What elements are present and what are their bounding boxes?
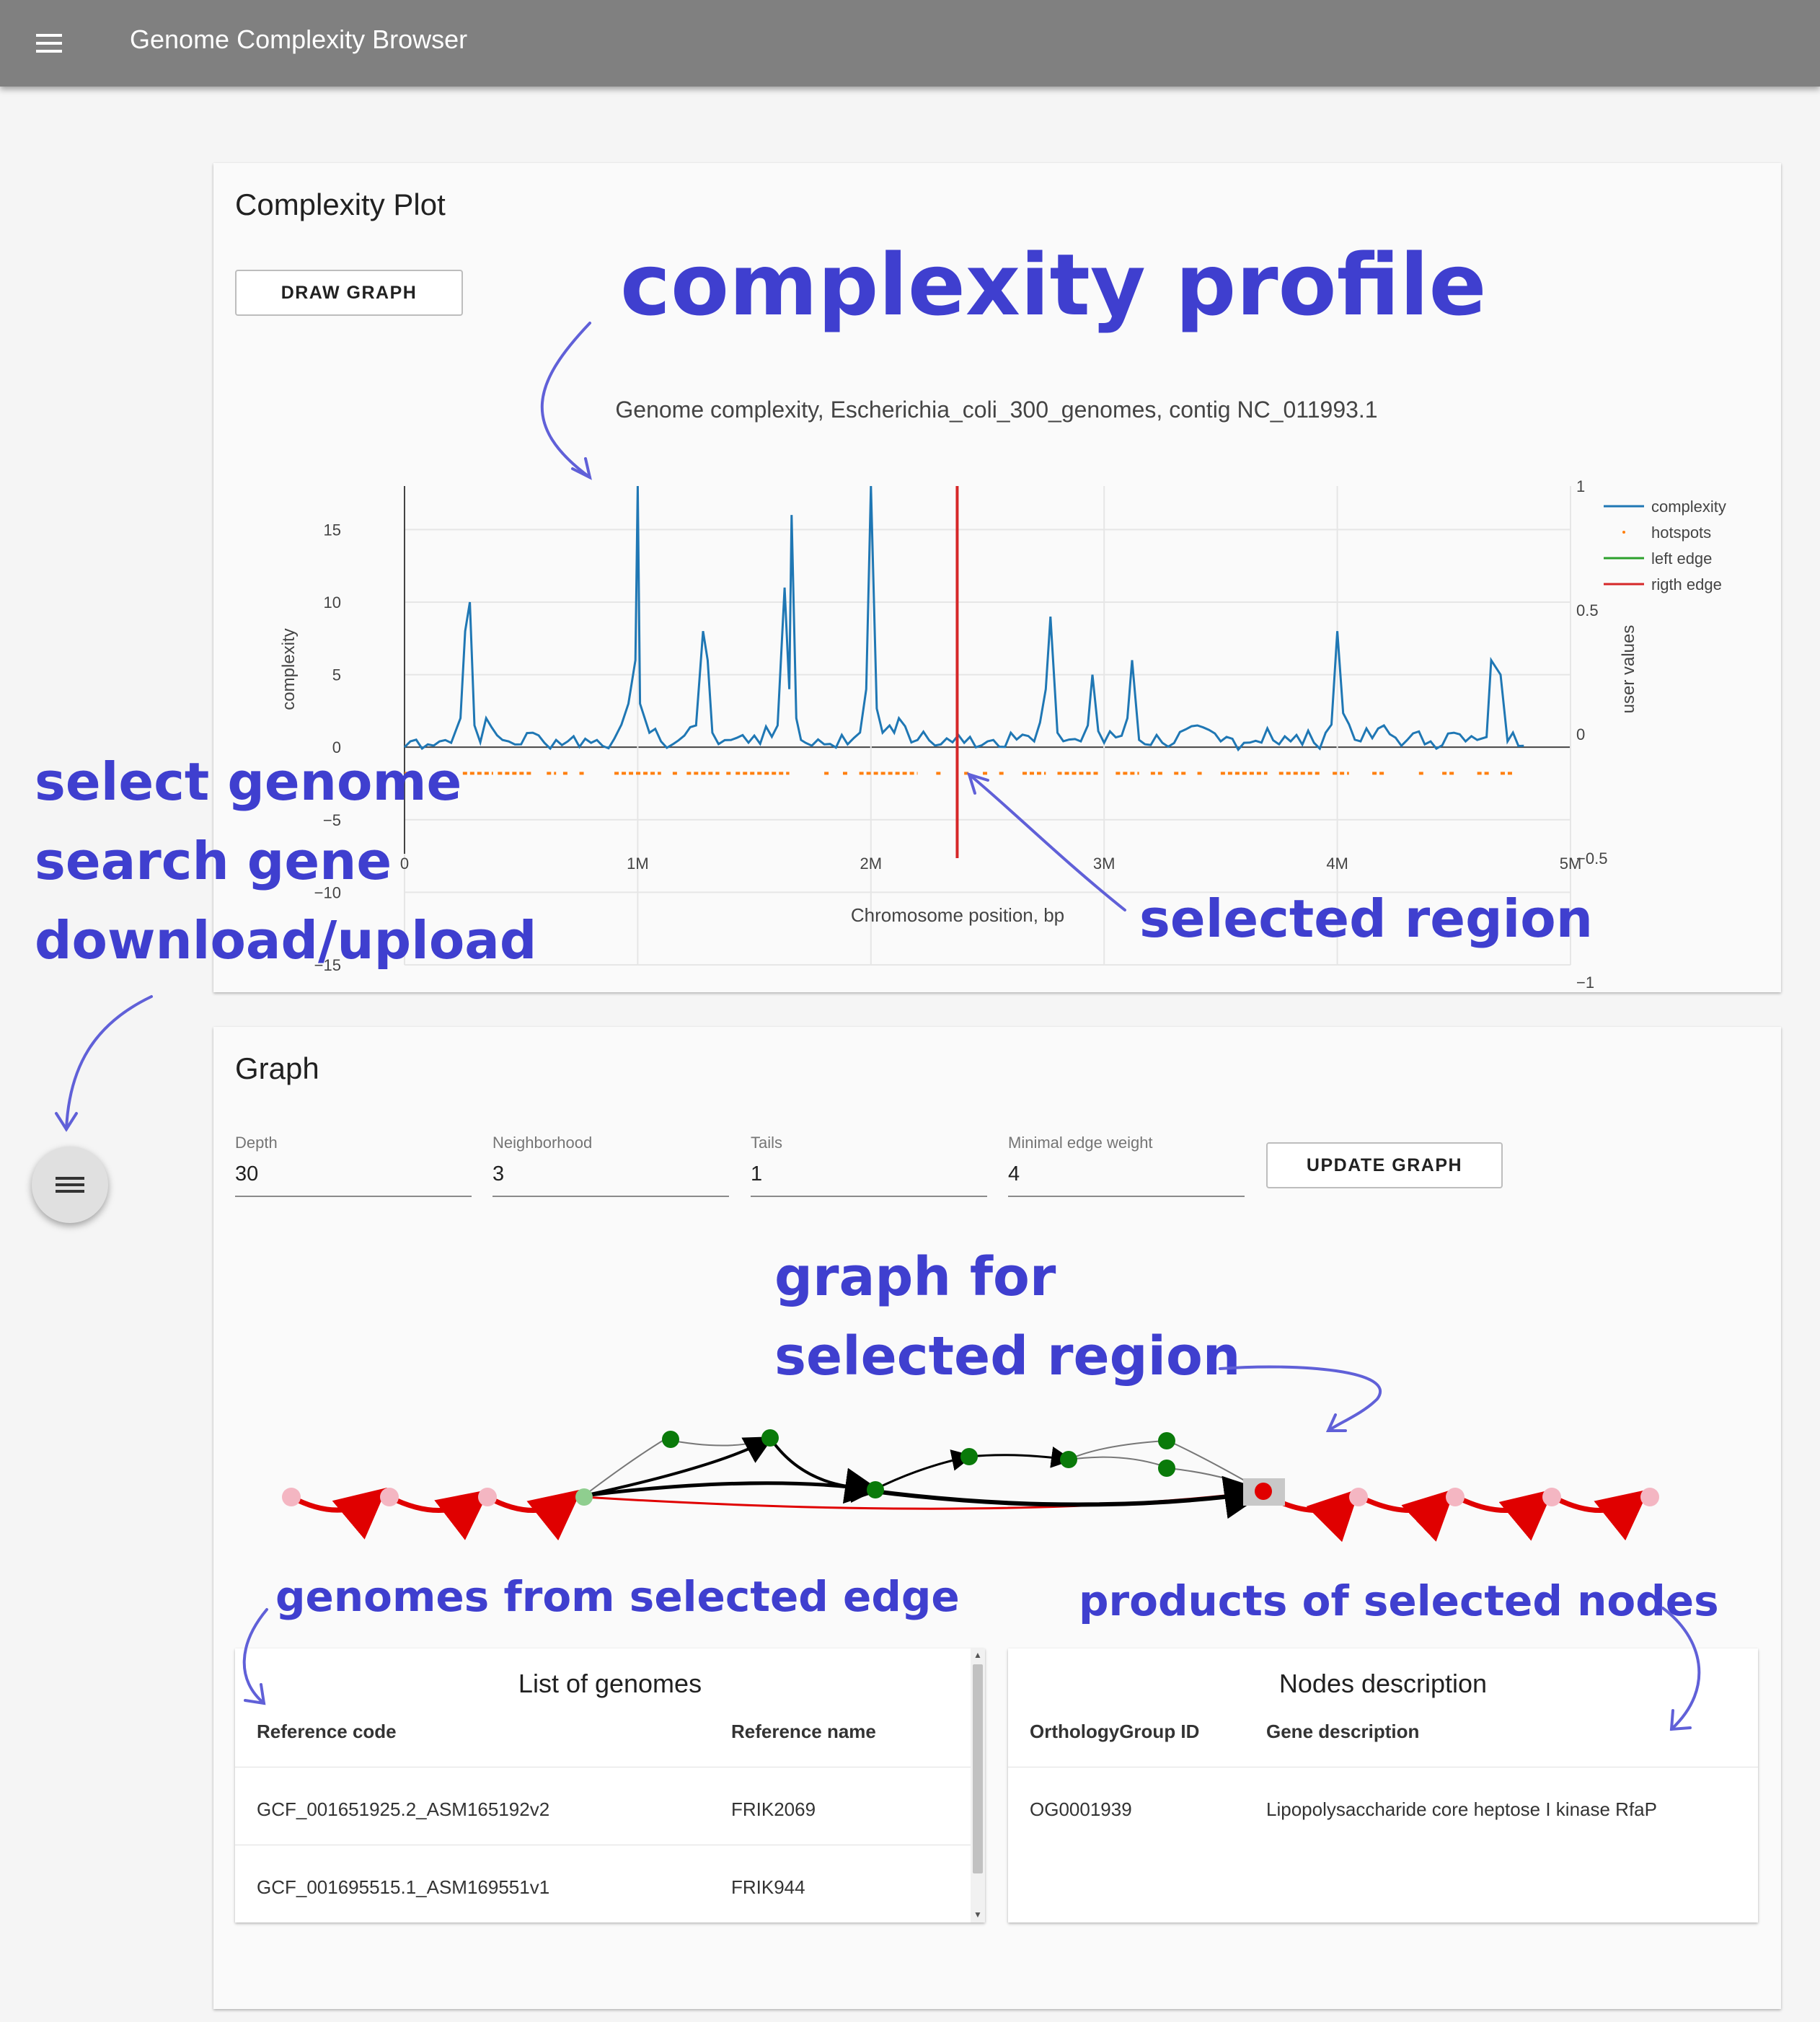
y-tick-label: 10 <box>324 593 341 612</box>
depth-field[interactable]: Depth 30 <box>235 1134 472 1197</box>
graph-node[interactable] <box>380 1488 399 1506</box>
tails-label: Tails <box>751 1134 783 1152</box>
y2-tick-label: −0.5 <box>1576 849 1607 867</box>
y-tick-label: −15 <box>314 956 341 974</box>
graph-node[interactable] <box>575 1488 593 1506</box>
y-tick-label: 5 <box>332 666 341 684</box>
legend-label: complexity <box>1651 498 1726 516</box>
annotation-selected-region-graph: selected region <box>774 1325 1241 1387</box>
legend-label: rigth edge <box>1651 575 1722 593</box>
node-row-0-id[interactable]: OG0001939 <box>1030 1798 1132 1820</box>
annotation-complexity-profile: complexity profile <box>620 235 1487 335</box>
graph-node[interactable] <box>1349 1488 1368 1506</box>
complexity-line <box>403 485 1524 752</box>
y-tick-label: 15 <box>324 521 341 539</box>
graph-card-title: Graph <box>235 1051 319 1085</box>
x-tick-label: 2M <box>860 855 883 873</box>
legend-swatch <box>1622 531 1625 534</box>
genomes-scrollbar[interactable]: ▲ ▼ <box>971 1648 985 1922</box>
genomes-table-title: List of genomes <box>518 1669 702 1698</box>
col-gene-description[interactable]: Gene description <box>1266 1721 1420 1742</box>
depth-input[interactable]: 30 <box>235 1162 259 1186</box>
genome-row-1-name[interactable]: FRIK944 <box>731 1876 805 1898</box>
complexity-series <box>403 485 1524 752</box>
graph-node[interactable] <box>867 1481 884 1498</box>
graph-node[interactable] <box>960 1448 978 1465</box>
tails-field[interactable]: Tails 1 <box>751 1134 987 1197</box>
graph-node[interactable] <box>1060 1451 1077 1468</box>
annotation-download-upload: download/upload <box>35 910 537 971</box>
min-edge-weight-field[interactable]: Minimal edge weight 4 <box>1008 1134 1245 1197</box>
selected-graph-node[interactable] <box>1255 1483 1272 1500</box>
chart-legend[interactable]: complexity hotspots left edge rigth edge <box>1604 498 1726 593</box>
graph-node[interactable] <box>761 1429 779 1447</box>
legend-label: hotspots <box>1651 524 1711 542</box>
x-tick-label: 5M <box>1560 855 1582 873</box>
y2-tick-label: 0 <box>1576 725 1585 743</box>
y-tick-label: 0 <box>332 738 341 756</box>
genome-row-1-code[interactable]: GCF_001695515.1_ASM169551v1 <box>257 1876 550 1898</box>
genome-graph[interactable] <box>213 1402 1781 1589</box>
x-tick-label: 3M <box>1093 855 1116 873</box>
app-title: Genome Complexity Browser <box>130 25 468 54</box>
y2-axis-label: user values <box>1619 625 1638 714</box>
y2-tick-label: 1 <box>1576 477 1585 495</box>
menu-icon[interactable] <box>36 34 62 53</box>
graph-node[interactable] <box>1542 1488 1561 1506</box>
col-orthology-group-id[interactable]: OrthologyGroup ID <box>1030 1721 1200 1742</box>
tails-input[interactable]: 1 <box>751 1162 763 1186</box>
annotation-select-genome: select genome <box>35 751 462 812</box>
min-edge-weight-input[interactable]: 4 <box>1008 1162 1020 1186</box>
graph-node[interactable] <box>1158 1460 1175 1477</box>
neighborhood-label: Neighborhood <box>492 1134 593 1152</box>
graph-nodes[interactable] <box>282 1429 1659 1506</box>
app-bar: Genome Complexity Browser <box>0 0 1820 87</box>
draw-graph-button[interactable]: DRAW GRAPH <box>235 270 463 316</box>
neighborhood-field[interactable]: Neighborhood 3 <box>492 1134 729 1197</box>
x-tick-label: 1M <box>627 855 649 873</box>
genome-row-0-code[interactable]: GCF_001651925.2_ASM165192v2 <box>257 1798 550 1820</box>
node-row-0-description[interactable]: Lipopolysaccharide core heptose I kinase… <box>1266 1798 1657 1820</box>
graph-card: Graph Depth 30 Neighborhood 3 Tails 1 Mi… <box>213 1027 1781 2009</box>
min-edge-weight-label: Minimal edge weight <box>1008 1134 1153 1152</box>
graph-node[interactable] <box>282 1488 301 1506</box>
chart-title: Genome complexity, Escherichia_coli_300_… <box>615 397 1377 423</box>
graph-node[interactable] <box>478 1488 497 1506</box>
x-tick-label: 0 <box>400 855 409 873</box>
legend-label: left edge <box>1651 549 1712 568</box>
y-tick-label: −10 <box>314 883 341 901</box>
nodes-table: Nodes description OrthologyGroup ID Gene… <box>1008 1648 1758 1922</box>
nodes-table-title: Nodes description <box>1278 1669 1488 1698</box>
menu-fab[interactable] <box>32 1147 108 1223</box>
neighborhood-input[interactable]: 3 <box>492 1162 505 1186</box>
col-reference-code[interactable]: Reference code <box>257 1721 397 1742</box>
y-tick-label: −5 <box>323 811 341 829</box>
update-graph-button[interactable]: UPDATE GRAPH <box>1266 1142 1503 1188</box>
graph-node[interactable] <box>1640 1488 1659 1506</box>
x-axis-label: Chromosome position, bp <box>851 904 1064 926</box>
depth-label: Depth <box>235 1134 278 1152</box>
y2-tick-label: −1 <box>1576 974 1594 992</box>
annotation-selected-region: selected region <box>1139 888 1594 949</box>
graph-node[interactable] <box>662 1431 679 1448</box>
annotation-search-gene: search gene <box>35 831 392 891</box>
genomes-table: List of genomes Reference code Reference… <box>235 1648 985 1922</box>
genome-row-0-name[interactable]: FRIK2069 <box>731 1798 816 1820</box>
annotation-products-of-nodes: products of selected nodes <box>1079 1576 1719 1625</box>
col-reference-name[interactable]: Reference name <box>731 1721 876 1742</box>
annotation-graph-for: graph for <box>774 1246 1056 1308</box>
x-tick-label: 4M <box>1326 855 1348 873</box>
y-axis-label: complexity <box>279 628 299 710</box>
y2-tick-label: 0.5 <box>1576 601 1599 619</box>
annotation-genomes-from-edge: genomes from selected edge <box>275 1572 960 1621</box>
plot-card-title: Complexity Plot <box>235 187 446 221</box>
graph-node[interactable] <box>1446 1488 1465 1506</box>
graph-node[interactable] <box>1158 1432 1175 1449</box>
